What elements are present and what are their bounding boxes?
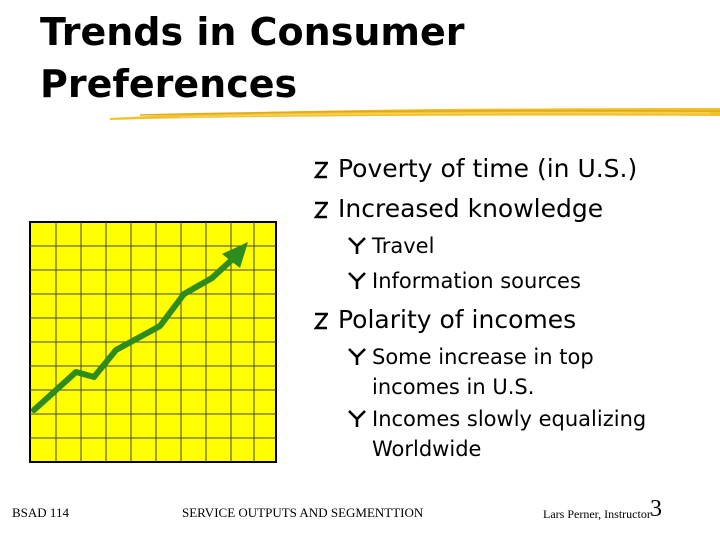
y-bullet-icon: [348, 231, 372, 261]
sub-bullet-item: Some increase in top incomes in U.S.: [348, 342, 594, 402]
page-number: 3: [650, 496, 662, 522]
rising-trend-chart-icon: [29, 221, 277, 463]
z-bullet-icon: [313, 154, 338, 184]
slide-title: Trends in Consumer Preferences: [40, 6, 465, 110]
sub-bullet-item: Incomes slowly equalizing Worldwide: [348, 404, 646, 464]
footer-course: BSAD 114: [12, 505, 69, 520]
y-bullet-icon: [348, 266, 372, 296]
bullet-item: Polarity of incomes: [313, 305, 576, 335]
z-bullet-icon: [313, 305, 338, 335]
bullet-item: Poverty of time (in U.S.): [313, 154, 637, 184]
title-line-1: Trends in Consumer: [40, 10, 465, 54]
bullet-item: Increased knowledge: [313, 194, 603, 224]
y-bullet-icon: [348, 342, 372, 372]
sub-bullet-item: Information sources: [348, 266, 581, 296]
footer-center-title: SERVICE OUTPUTS AND SEGMENTTION: [182, 505, 424, 520]
y-bullet-icon: [348, 404, 372, 434]
title-line-2: Preferences: [40, 62, 298, 106]
z-bullet-icon: [313, 194, 338, 224]
sub-bullet-item: Travel: [348, 231, 434, 261]
title-underline-brush: [110, 108, 720, 120]
footer-instructor: Lars Perner, Instructor: [543, 507, 651, 521]
